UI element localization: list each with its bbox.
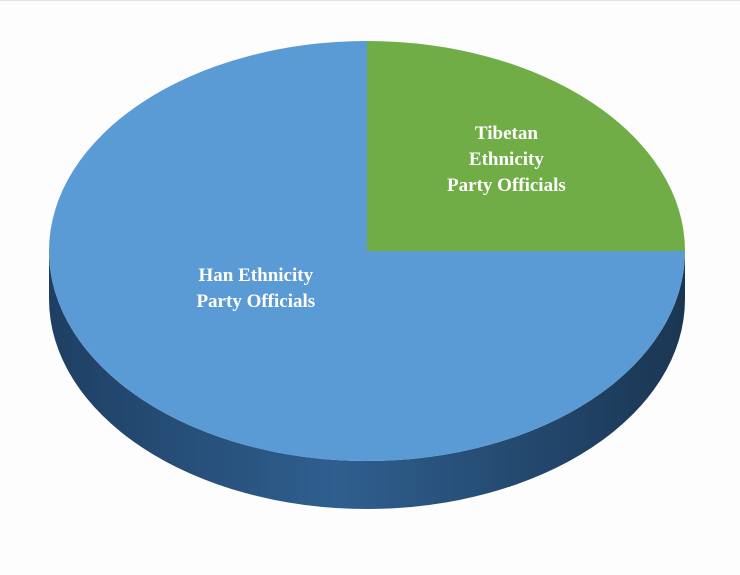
- pie-side-wall: [49, 251, 685, 509]
- pie-label-han-ethnicity-party-officials: Han Ethnicity Party Officials: [196, 265, 315, 312]
- pie-depth-layer: [49, 251, 685, 509]
- pie-slice-tibetan-ethnicity-party-officials[interactable]: [367, 41, 685, 251]
- pie-label-tibetan-ethnicity-party-officials: Tibetan Ethnicity Party Officials: [447, 123, 566, 196]
- pie-labels-layer: Han Ethnicity Party Officials Tibetan Ethni…: [196, 123, 565, 312]
- pie-top-layer: [49, 41, 685, 461]
